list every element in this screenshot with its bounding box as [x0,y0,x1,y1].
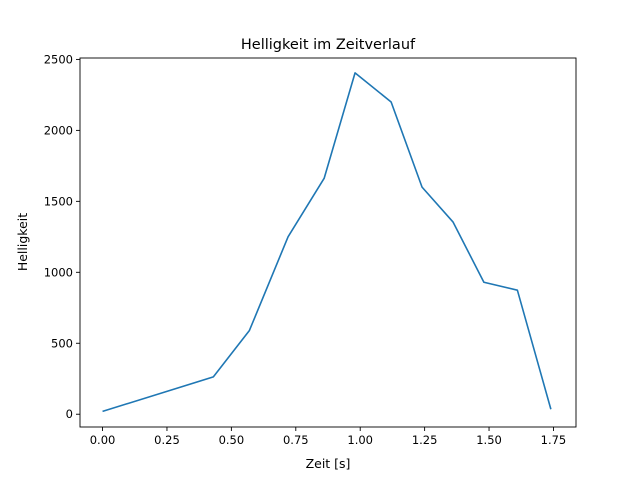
series-line-helligkeit [103,73,551,411]
x-tick-label: 0.50 [219,433,245,447]
y-tick-label: 500 [51,336,73,350]
y-tick-label: 2500 [44,52,73,66]
x-tick-label: 1.50 [476,433,502,447]
x-tick-label: 1.75 [541,433,567,447]
y-tick-label: 2000 [44,123,73,137]
x-axis-label: Zeit [s] [306,456,351,471]
x-tick-label: 0.75 [283,433,309,447]
x-tick-label: 0.25 [154,433,180,447]
chart-title: Helligkeit im Zeitverlauf [241,37,416,53]
x-tick-label: 0.00 [90,433,116,447]
x-tick-label: 1.25 [412,433,438,447]
axes-frame [80,58,576,427]
y-axis-label: Helligkeit [15,213,30,271]
y-tick-label: 1500 [44,194,73,208]
x-tick-label: 1.00 [347,433,373,447]
y-tick-label: 0 [66,407,73,421]
y-tick-label: 1000 [44,265,73,279]
